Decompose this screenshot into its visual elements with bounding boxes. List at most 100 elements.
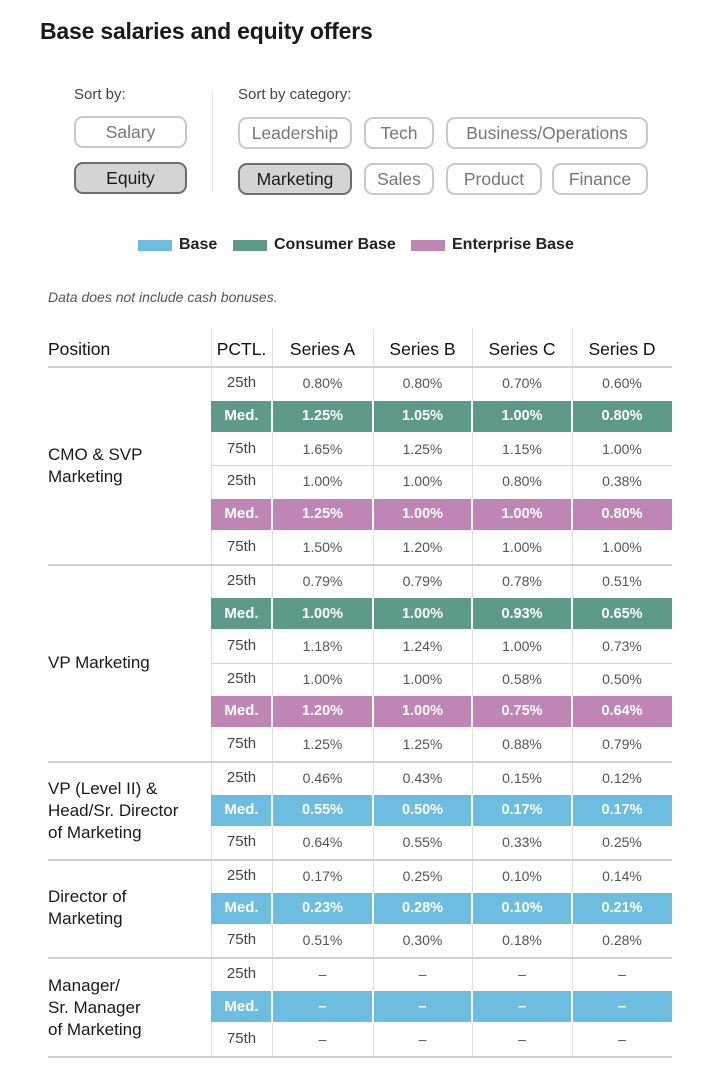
group-divider xyxy=(48,859,672,861)
band-separator xyxy=(471,892,473,924)
band-separator xyxy=(471,498,473,530)
category-tech-button[interactable]: Tech xyxy=(364,117,434,149)
highlight-band-base xyxy=(211,892,672,924)
category-product-button[interactable]: Product xyxy=(446,163,542,195)
band-separator xyxy=(271,598,273,630)
value-cell-series-d: 0.80% xyxy=(601,506,643,522)
group-divider xyxy=(48,1056,672,1058)
value-cell-series-c: 1.00% xyxy=(502,538,542,555)
page-title: Base salaries and equity offers xyxy=(40,18,373,44)
value-cell-series-c: – xyxy=(517,998,527,1015)
sort-equity-button[interactable]: Equity xyxy=(74,162,187,194)
column-header-series-d: Series D xyxy=(588,339,656,359)
position-label-cmo-svp-marketing: CMO & SVP Marketing xyxy=(48,445,143,486)
legend-item-base: Base xyxy=(138,235,217,255)
row-divider xyxy=(211,662,672,664)
value-cell-series-a: 1.50% xyxy=(302,538,343,555)
value-cell-series-c: 0.15% xyxy=(502,770,542,786)
percentile-cell: 25th xyxy=(226,867,257,884)
band-separator xyxy=(271,498,273,530)
value-cell-series-a: 0.64% xyxy=(302,834,343,850)
percentile-cell: Med. xyxy=(224,407,259,424)
percentile-cell: 25th xyxy=(226,472,257,490)
legend-label: Consumer Base xyxy=(274,236,396,253)
value-cell-series-b: 1.25% xyxy=(402,735,443,752)
value-cell-series-d: 0.51% xyxy=(602,573,642,590)
column-header-position: Position xyxy=(48,339,111,359)
legend-item-enterprise-base: Enterprise Base xyxy=(411,235,574,255)
value-cell-series-b: 1.20% xyxy=(402,538,443,555)
legend-label: Base xyxy=(179,236,218,253)
highlight-band-enterprise-base xyxy=(211,695,672,727)
value-cell-series-b: 1.00% xyxy=(402,670,443,687)
category-marketing-button[interactable]: Marketing xyxy=(238,163,352,195)
value-cell-series-a: 1.65% xyxy=(302,440,343,457)
legend-item-consumer-base: Consumer Base xyxy=(233,235,396,255)
value-cell-series-c: 0.78% xyxy=(502,573,542,590)
band-separator xyxy=(271,400,273,432)
group-divider xyxy=(48,761,672,763)
value-cell-series-b: 0.55% xyxy=(402,834,443,850)
value-cell-series-b: 0.28% xyxy=(401,900,444,916)
value-cell-series-a: 0.80% xyxy=(302,375,343,392)
percentile-cell: Med. xyxy=(224,702,259,720)
value-cell-series-d: 0.25% xyxy=(602,834,642,850)
position-label-vp-marketing: VP Marketing xyxy=(48,653,150,672)
sort-salary-button[interactable]: Salary xyxy=(74,116,187,148)
legend-swatch-consumer-base xyxy=(233,239,267,251)
band-separator xyxy=(471,794,473,826)
band-separator xyxy=(571,695,573,727)
sort-divider xyxy=(212,92,213,192)
value-cell-series-b: – xyxy=(418,966,427,983)
percentile-cell: 75th xyxy=(226,439,257,457)
band-separator xyxy=(571,892,573,924)
legend-swatch-base xyxy=(138,239,172,251)
position-label-manager-sr-manager-of-marketing: Manager/Sr. Manager of Marketing xyxy=(48,976,142,1039)
legend-label: Enterprise Base xyxy=(452,236,574,253)
percentile-cell: 25th xyxy=(226,769,257,786)
band-separator xyxy=(471,400,473,432)
percentile-cell: Med. xyxy=(224,505,259,522)
value-cell-series-b: 0.43% xyxy=(402,770,443,786)
category-sales-button[interactable]: Sales xyxy=(364,163,434,195)
category-leadership-button[interactable]: Leadership xyxy=(238,117,352,149)
column-header-series-b: Series B xyxy=(389,339,456,359)
band-separator xyxy=(571,598,573,630)
value-cell-series-d: 0.38% xyxy=(602,473,642,490)
value-cell-series-c: 0.58% xyxy=(502,670,542,687)
value-cell-series-a: 0.79% xyxy=(302,573,343,590)
group-divider xyxy=(48,957,672,959)
value-cell-series-c: 0.17% xyxy=(501,802,543,818)
category-finance-button[interactable]: Finance xyxy=(552,163,648,195)
value-cell-series-d: 0.17% xyxy=(601,802,643,818)
value-cell-series-a: 1.00% xyxy=(302,473,343,490)
value-cell-series-b: 1.00% xyxy=(401,605,444,622)
value-cell-series-a: 1.20% xyxy=(301,703,344,720)
column-divider xyxy=(572,329,573,1056)
percentile-cell: 75th xyxy=(226,637,257,655)
percentile-cell: 75th xyxy=(226,833,257,850)
percentile-cell: 75th xyxy=(226,734,257,752)
value-cell-series-c: 0.75% xyxy=(501,703,543,720)
sort-by-category-label: Sort by category: xyxy=(238,86,352,103)
value-cell-series-d: – xyxy=(617,998,627,1015)
value-cell-series-b: 0.80% xyxy=(402,375,443,392)
band-separator xyxy=(372,695,374,727)
value-cell-series-c: 0.93% xyxy=(501,605,543,622)
value-cell-series-a: 1.25% xyxy=(301,408,344,424)
band-separator xyxy=(372,892,374,924)
row-divider xyxy=(211,465,672,466)
category-business-operations-button[interactable]: Business/Operations xyxy=(446,117,648,149)
value-cell-series-c: 1.00% xyxy=(501,506,543,522)
column-divider xyxy=(272,329,273,1056)
sort-by-label: Sort by: xyxy=(74,86,126,103)
percentile-cell: 25th xyxy=(226,572,257,590)
band-separator xyxy=(271,794,273,826)
value-cell-series-b: – xyxy=(418,998,427,1015)
value-cell-series-b: 1.24% xyxy=(402,638,443,655)
percentile-cell: 75th xyxy=(226,1029,257,1047)
value-cell-series-c: 0.10% xyxy=(501,900,543,916)
value-cell-series-c: 0.88% xyxy=(502,735,542,752)
band-separator xyxy=(372,400,374,432)
percentile-cell: 75th xyxy=(226,931,257,948)
